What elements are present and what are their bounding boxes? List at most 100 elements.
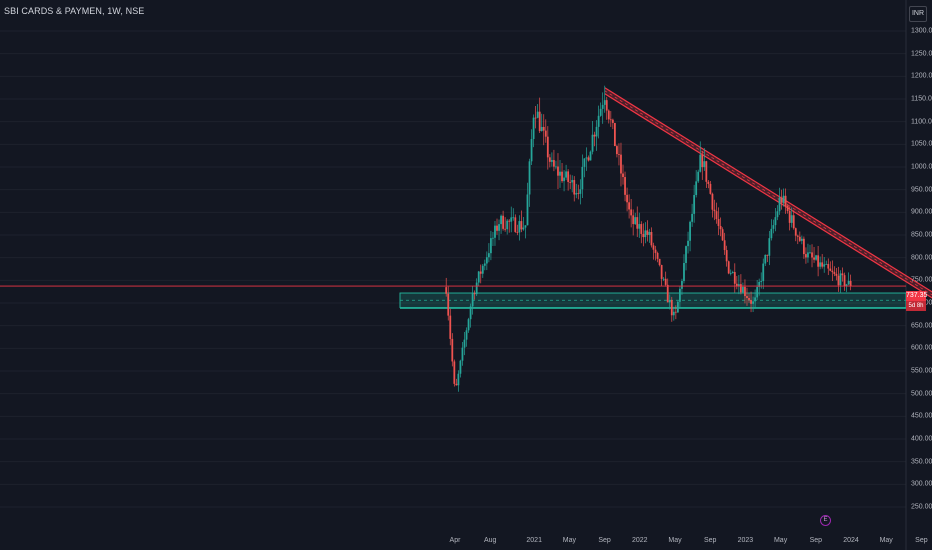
candle: [725, 245, 728, 267]
candle: [591, 120, 594, 155]
price-tick-label: 500.00: [911, 390, 932, 398]
candle-body: [668, 300, 671, 303]
candle: [479, 264, 482, 284]
price-tick-label: 400.00: [911, 435, 932, 443]
candle: [831, 260, 834, 281]
candle-body: [676, 301, 679, 313]
bar-countdown: 5d 8h: [906, 301, 926, 311]
candle: [544, 119, 547, 143]
candle-body: [672, 311, 675, 316]
candle-body: [685, 246, 687, 263]
candle-body: [699, 154, 702, 172]
candle-body: [760, 281, 763, 282]
candle-body: [473, 293, 476, 295]
candle-body: [538, 111, 541, 132]
candle-body: [504, 228, 507, 230]
candle: [581, 154, 584, 199]
candle: [676, 300, 679, 313]
candle-body: [727, 261, 730, 274]
candle: [774, 208, 777, 232]
candle-body: [660, 264, 663, 279]
candle: [453, 359, 456, 387]
candle-body: [788, 211, 791, 223]
candle: [754, 289, 757, 309]
candle: [449, 308, 452, 346]
candle-body: [524, 225, 527, 228]
candle-body: [530, 139, 533, 162]
candle-body: [701, 154, 704, 168]
candle-body: [597, 115, 600, 127]
candle-body: [735, 283, 738, 287]
symbol-title[interactable]: SBI CARDS & PAYMEN, 1W, NSE: [4, 6, 145, 16]
candle-body: [784, 195, 787, 206]
candle: [536, 104, 539, 119]
candle-body: [628, 202, 631, 210]
price-tick-label: 1300.00: [911, 27, 932, 35]
price-tick-label: 950.00: [911, 186, 932, 194]
candle-body: [766, 254, 769, 256]
candle-body: [786, 205, 789, 212]
currency-button[interactable]: INR: [909, 6, 927, 22]
candle: [500, 214, 502, 234]
candle: [762, 258, 765, 290]
price-tick-label: 750.00: [911, 276, 932, 284]
price-tick-label: 600.00: [911, 344, 932, 352]
candle: [672, 306, 675, 321]
candle-body: [652, 245, 655, 250]
candle: [475, 278, 478, 297]
candle-body: [638, 224, 641, 229]
candle-body: [829, 268, 832, 271]
candle-body: [620, 154, 622, 174]
candle-body: [555, 166, 557, 168]
candle-body: [512, 217, 515, 219]
candle: [494, 220, 496, 246]
candle: [463, 331, 466, 356]
candle-body: [790, 215, 793, 223]
candle: [477, 270, 480, 287]
candle-body: [800, 238, 803, 241]
candle-body: [485, 257, 488, 264]
candle-body: [847, 280, 850, 285]
candle: [654, 245, 657, 261]
time-tick-label: May: [879, 537, 893, 544]
candle: [445, 277, 448, 297]
chart-grid: [0, 0, 907, 550]
time-tick-label: Sep: [703, 537, 717, 544]
candle: [681, 278, 683, 295]
earnings-icon[interactable]: E: [820, 515, 831, 526]
candle-body: [725, 250, 728, 262]
candle: [559, 159, 561, 188]
candle: [459, 359, 462, 378]
candle-body: [611, 119, 614, 123]
candle: [575, 183, 578, 199]
candle-body: [841, 273, 844, 276]
candle-body: [461, 347, 464, 361]
candle: [750, 291, 752, 313]
last-price-tag: 737.35: [906, 291, 928, 301]
candle-body: [768, 238, 771, 256]
candle-body: [565, 171, 568, 178]
candle-body: [593, 134, 596, 137]
candle: [800, 235, 803, 245]
candle-body: [571, 180, 574, 183]
candle-body: [618, 154, 620, 155]
candle: [772, 219, 775, 234]
candle: [532, 114, 535, 148]
candle: [528, 158, 531, 207]
candle: [729, 269, 732, 276]
candle: [819, 256, 822, 270]
candle: [685, 245, 687, 271]
candle-body: [573, 180, 576, 195]
candle-body: [563, 177, 565, 182]
candle: [835, 267, 838, 281]
candle: [546, 126, 549, 170]
candle: [579, 179, 582, 205]
candle-body: [648, 231, 651, 235]
candle-body: [575, 193, 578, 195]
candle-body: [609, 119, 612, 121]
candle-body: [496, 225, 498, 231]
candle: [807, 243, 809, 263]
candle: [514, 214, 517, 233]
candle-body: [536, 111, 539, 118]
